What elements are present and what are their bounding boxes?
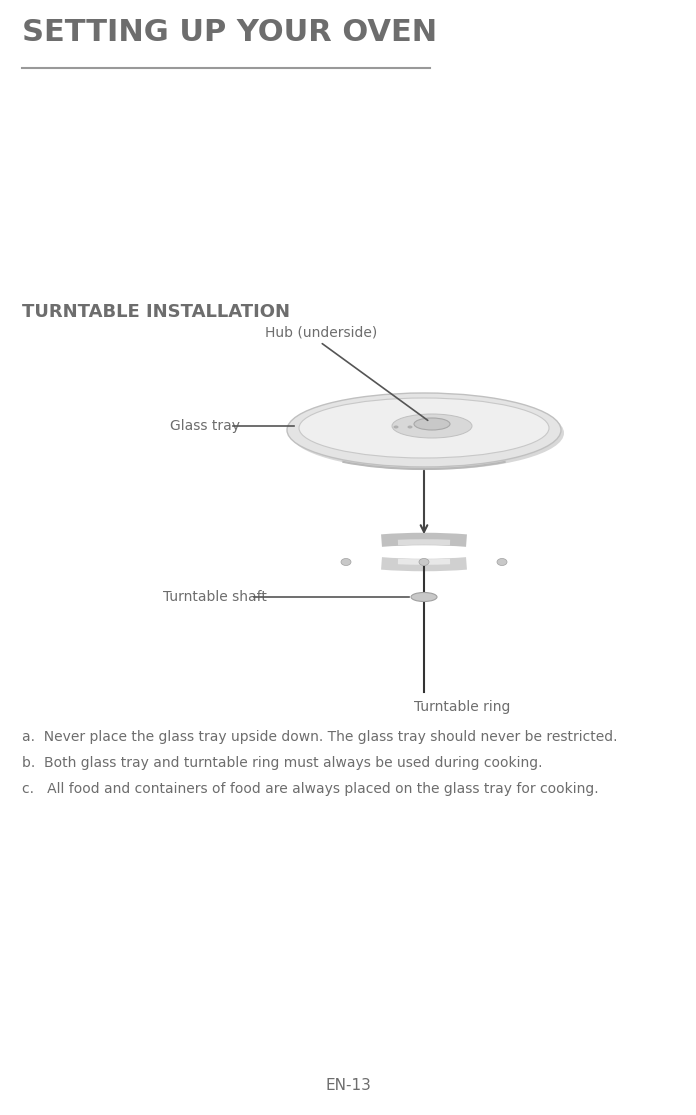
Text: Turntable ring: Turntable ring bbox=[414, 700, 510, 714]
Text: Turntable shaft: Turntable shaft bbox=[163, 590, 267, 604]
Ellipse shape bbox=[341, 559, 351, 565]
Ellipse shape bbox=[497, 559, 507, 565]
Text: EN-13: EN-13 bbox=[325, 1078, 371, 1093]
Ellipse shape bbox=[414, 418, 450, 430]
Text: Glass tray: Glass tray bbox=[170, 419, 240, 433]
Ellipse shape bbox=[411, 592, 437, 601]
Ellipse shape bbox=[392, 414, 472, 438]
Ellipse shape bbox=[407, 426, 413, 428]
Ellipse shape bbox=[393, 426, 399, 428]
Text: TURNTABLE INSTALLATION: TURNTABLE INSTALLATION bbox=[22, 303, 290, 321]
Ellipse shape bbox=[290, 396, 564, 471]
Text: SETTING UP YOUR OVEN: SETTING UP YOUR OVEN bbox=[22, 18, 437, 47]
Text: Hub (underside): Hub (underside) bbox=[265, 326, 377, 340]
Ellipse shape bbox=[287, 392, 561, 467]
Ellipse shape bbox=[299, 398, 549, 458]
Text: a.  Never place the glass tray upside down. The glass tray should never be restr: a. Never place the glass tray upside dow… bbox=[22, 730, 617, 744]
Text: c.   All food and containers of food are always placed on the glass tray for coo: c. All food and containers of food are a… bbox=[22, 782, 599, 796]
Ellipse shape bbox=[419, 559, 429, 565]
Text: b.  Both glass tray and turntable ring must always be used during cooking.: b. Both glass tray and turntable ring mu… bbox=[22, 756, 542, 770]
